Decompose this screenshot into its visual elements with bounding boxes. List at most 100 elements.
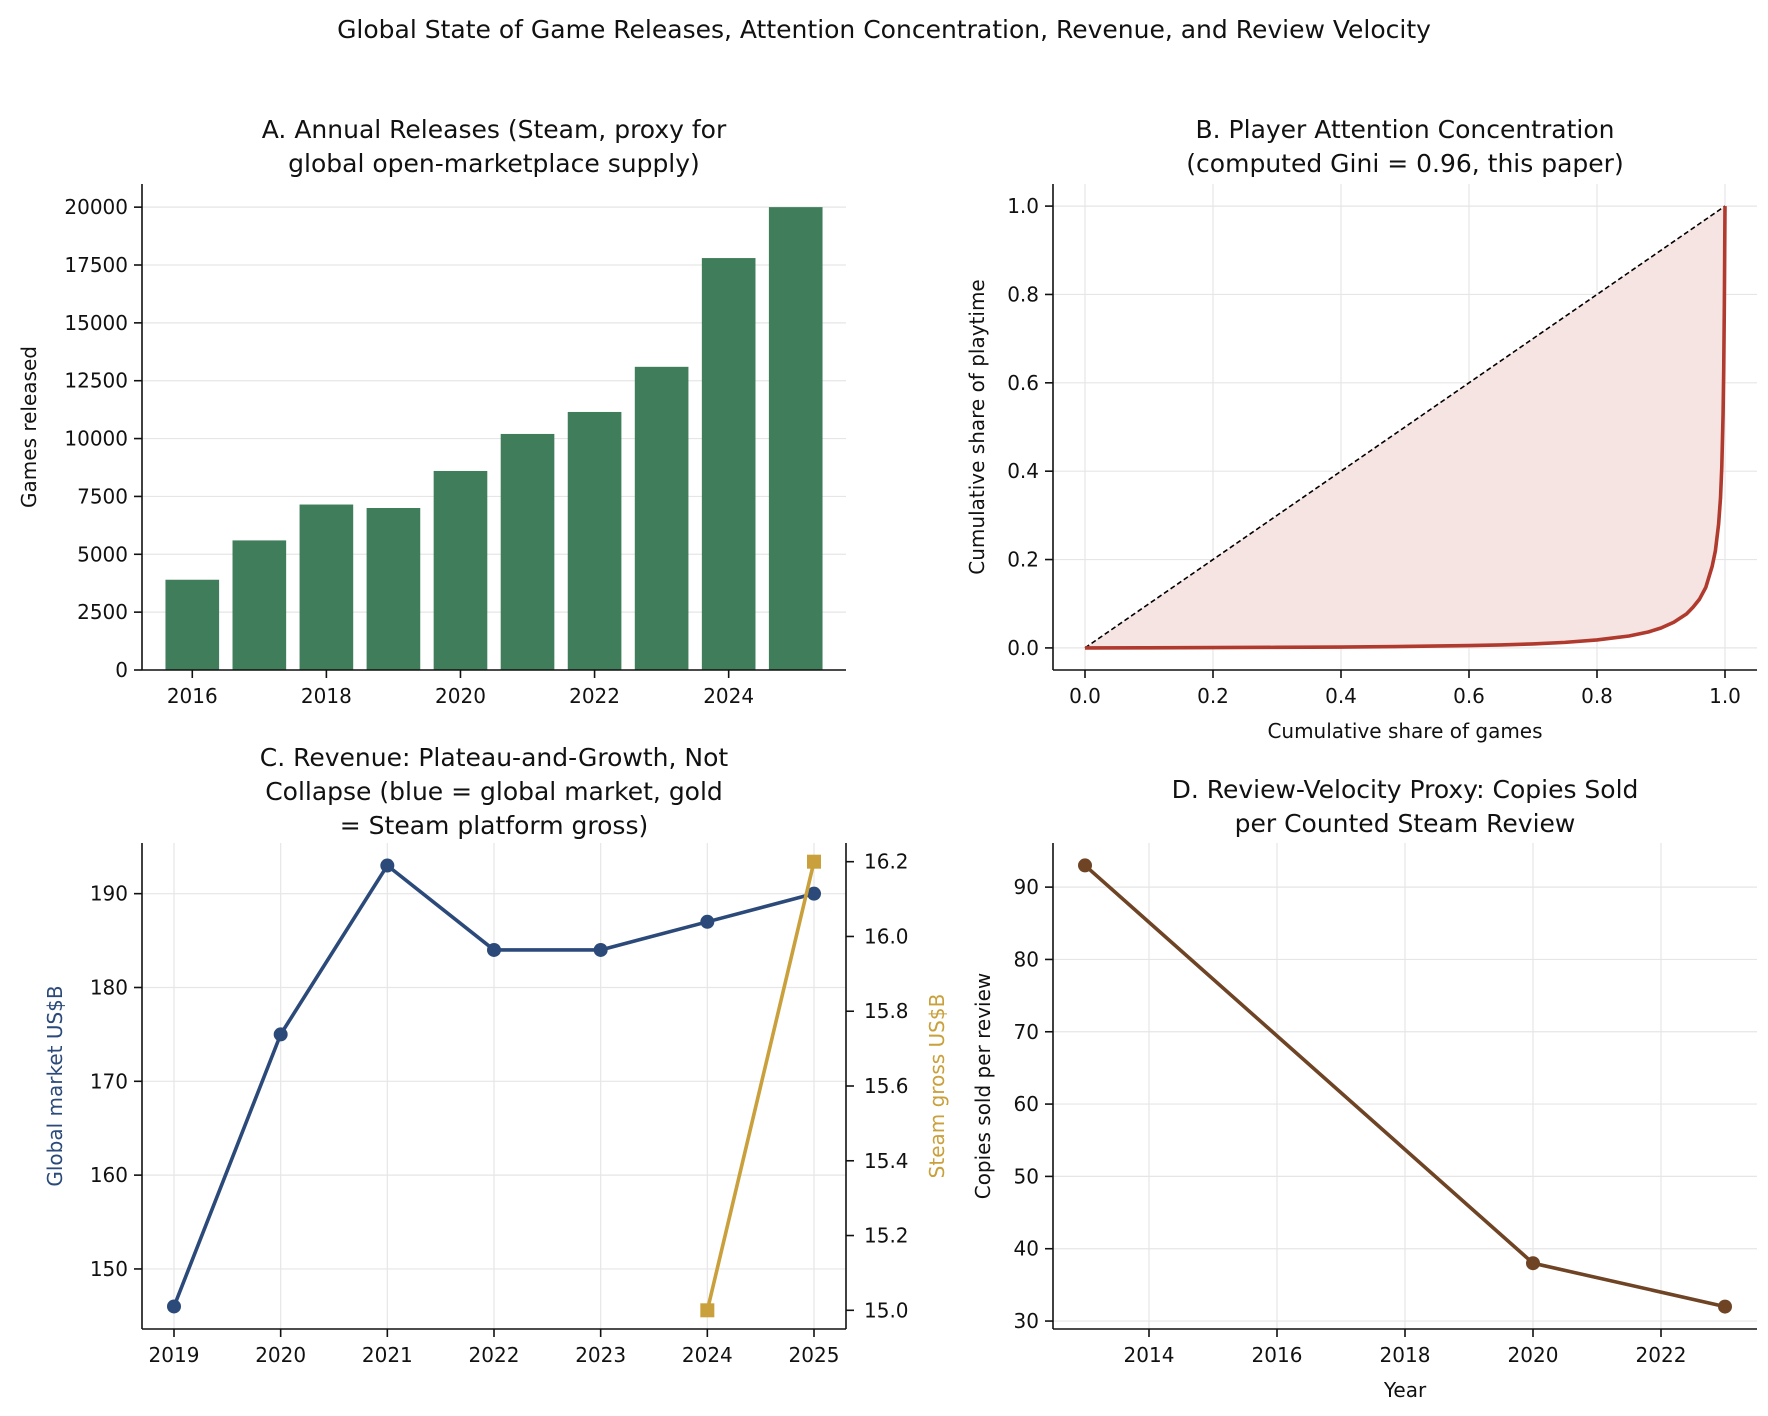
tick-label-y: 30 <box>1014 1309 1039 1333</box>
tick-label-y: 190 <box>90 882 128 906</box>
panel-d-title: D. Review-Velocity Proxy: Copies Sold per… <box>1172 775 1639 838</box>
bar-2018 <box>299 504 354 670</box>
tick-label-y: 10000 <box>64 427 128 451</box>
tick-label-x: 2023 <box>575 1343 626 1367</box>
panel-c-revenue: C. Revenue: Plateau-and-Growth, Not Colla… <box>43 743 949 1367</box>
panel-b-lorenz: B. Player Attention Concentration (comput… <box>965 115 1757 743</box>
figure-title: Global State of Game Releases, Attention… <box>337 15 1431 44</box>
bar-2016 <box>165 579 220 670</box>
bar-2025 <box>768 207 823 670</box>
panel-d-title-line: per Counted Steam Review <box>1235 809 1576 838</box>
axis-label-y: Global market US$B <box>43 985 67 1186</box>
panel-d-title-line: D. Review-Velocity Proxy: Copies Sold <box>1172 775 1639 804</box>
bar-2022 <box>567 411 622 670</box>
bar-2020 <box>433 470 488 670</box>
point-left-2020 <box>273 1027 288 1042</box>
bar-2023 <box>634 366 689 670</box>
tick-label-y: 1.0 <box>1007 194 1039 218</box>
tick-label-y: 0.8 <box>1007 282 1039 306</box>
tick-label-x: 2024 <box>703 684 754 708</box>
tick-label-x: 2020 <box>1508 1343 1559 1367</box>
tick-label-x: 2025 <box>789 1343 840 1367</box>
axis-label-y: Copies sold per review <box>971 973 995 1200</box>
point-right-2025 <box>807 854 821 869</box>
point-2023 <box>1718 1299 1732 1314</box>
panel-b-title: B. Player Attention Concentration (comput… <box>1186 115 1623 178</box>
axis-label-y-right: Steam gross US$B <box>925 994 949 1179</box>
tick-label-x: 2020 <box>255 1343 306 1367</box>
tick-label-y: 5000 <box>77 542 128 566</box>
tick-label-y: 60 <box>1014 1092 1039 1116</box>
tick-label-x: 0.2 <box>1197 684 1229 708</box>
tick-label-x: 1.0 <box>1709 684 1741 708</box>
tick-label-y-right: 15.2 <box>864 1224 909 1248</box>
tick-label-y: 7500 <box>77 484 128 508</box>
tick-label-y: 0.2 <box>1007 548 1039 572</box>
tick-label-y: 12500 <box>64 369 128 393</box>
panel-c-title: C. Revenue: Plateau-and-Growth, Not Colla… <box>260 743 729 840</box>
tick-label-y: 0.0 <box>1007 636 1039 660</box>
bar-2017 <box>232 540 287 670</box>
panel-c-title-line: Collapse (blue = global market, gold <box>265 777 723 806</box>
tick-label-x: 2019 <box>149 1343 200 1367</box>
panel-b-title-line: (computed Gini = 0.96, this paper) <box>1186 149 1623 178</box>
tick-label-x: 0.4 <box>1325 684 1357 708</box>
tick-label-y: 160 <box>90 1163 128 1187</box>
tick-label-y: 15000 <box>64 311 128 335</box>
panel-d-review-velocity: D. Review-Velocity Proxy: Copies Sold per… <box>971 775 1757 1402</box>
tick-label-x: 2018 <box>301 684 352 708</box>
point-right-2024 <box>700 1303 715 1318</box>
axis-label-x: Year <box>1383 1378 1427 1402</box>
tick-label-y-right: 15.6 <box>864 1074 909 1098</box>
tick-label-y: 150 <box>90 1257 128 1281</box>
point-left-2022 <box>487 942 501 957</box>
tick-label-x: 2016 <box>1252 1343 1303 1367</box>
tick-label-y: 70 <box>1014 1020 1039 1044</box>
tick-label-x: 2020 <box>435 684 486 708</box>
point-left-2019 <box>167 1299 181 1314</box>
tick-label-y: 0 <box>115 658 128 682</box>
panel-b-title-line: B. Player Attention Concentration <box>1196 115 1615 144</box>
panel-a-title-line: A. Annual Releases (Steam, proxy for <box>262 115 727 144</box>
tick-label-x: 2021 <box>362 1343 413 1367</box>
tick-label-y: 17500 <box>64 253 128 277</box>
lorenz-curve <box>1084 206 1727 650</box>
equality-line <box>1084 205 1726 649</box>
series-line-right <box>705 861 816 1311</box>
tick-label-x: 2014 <box>1124 1343 1175 1367</box>
tick-label-x: 2022 <box>469 1343 520 1367</box>
tick-label-y: 170 <box>90 1069 128 1093</box>
tick-label-y-right: 15.8 <box>864 999 909 1023</box>
tick-label-y: 20000 <box>64 195 128 219</box>
point-left-2024 <box>700 914 715 929</box>
point-2013 <box>1078 858 1092 873</box>
point-left-2023 <box>593 942 608 957</box>
tick-label-y-right: 16.0 <box>864 924 909 948</box>
tick-label-y: 180 <box>90 975 128 999</box>
panel-a-title-line: global open-marketplace supply) <box>288 149 700 178</box>
panel-a-releases: A. Annual Releases (Steam, proxy for glob… <box>17 115 846 708</box>
tick-label-y: 0.4 <box>1007 459 1039 483</box>
tick-label-y: 2500 <box>77 600 128 624</box>
bar-2021 <box>500 433 555 670</box>
point-left-2021 <box>380 858 395 873</box>
tick-label-y: 80 <box>1014 947 1039 971</box>
tick-label-y: 40 <box>1014 1237 1039 1261</box>
bar-2024 <box>701 258 756 670</box>
point-left-2025 <box>807 886 821 901</box>
panel-a-title: A. Annual Releases (Steam, proxy for glob… <box>262 115 727 178</box>
tick-label-x: 2024 <box>682 1343 733 1367</box>
tick-label-y-right: 16.2 <box>864 850 909 874</box>
tick-label-x: 0.6 <box>1453 684 1485 708</box>
point-2020 <box>1526 1256 1540 1271</box>
tick-label-y: 90 <box>1014 875 1039 899</box>
tick-label-y: 0.6 <box>1007 371 1039 395</box>
tick-label-x: 0.0 <box>1069 684 1101 708</box>
tick-label-x: 2016 <box>167 684 218 708</box>
bar-2019 <box>366 508 421 670</box>
axis-label-x: Cumulative share of games <box>1267 719 1542 743</box>
axis-label-y: Games released <box>17 346 41 508</box>
axis-label-y: Cumulative share of playtime <box>965 279 989 574</box>
panel-c-title-line: = Steam platform gross) <box>340 811 648 840</box>
